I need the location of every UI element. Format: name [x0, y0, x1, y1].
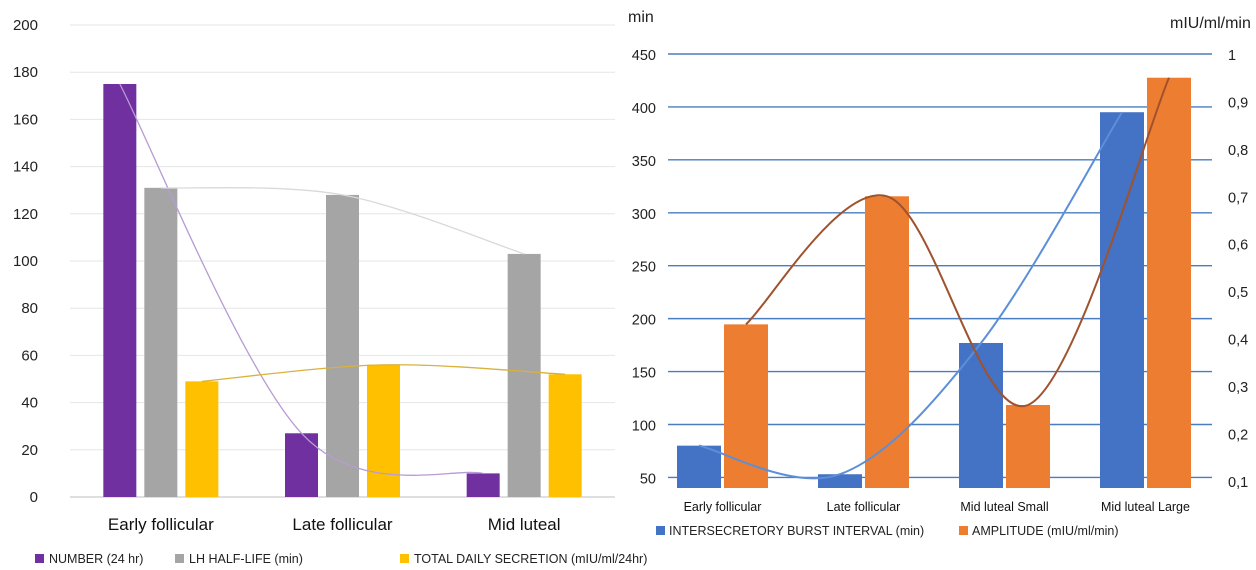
right-y2-axis-label: mIU/ml/min [1170, 15, 1251, 32]
right-category-label: Mid luteal Small [960, 500, 1048, 514]
right-legend-label: AMPLITUDE (mIU/ml/min) [972, 524, 1119, 538]
right-y2-tick: 1 [1228, 48, 1236, 64]
left-y-tick: 120 [13, 206, 38, 223]
left-y-tick: 180 [13, 64, 38, 81]
left-y-tick: 140 [13, 159, 38, 176]
left-bar [285, 433, 318, 497]
right-bar [724, 324, 768, 488]
right-y2-tick: 0,4 [1228, 333, 1248, 349]
right-bar [959, 342, 1003, 488]
left-y-tick: 80 [21, 300, 38, 317]
right-chart: 50 100 150 200 250 300 350 400 450 0,1 0,2 0,3 0,4 0,… [628, 9, 1251, 538]
left-bar [466, 473, 500, 497]
left-legend-label: NUMBER (24 hr) [49, 552, 143, 566]
left-bar [548, 374, 582, 497]
left-legend-label: TOTAL DAILY SECRETION (mIU/ml/24hr) [414, 552, 647, 566]
right-y2-tick: 0,1 [1228, 475, 1248, 491]
right-trendline [698, 111, 1123, 480]
left-bar [185, 381, 219, 497]
left-y-tick: 160 [13, 111, 38, 128]
right-y-tick: 200 [632, 313, 656, 329]
right-trendline [745, 77, 1170, 408]
left-legend-swatch [35, 554, 44, 563]
left-trendline [119, 83, 484, 476]
right-y2-tick: 0,3 [1228, 380, 1248, 396]
right-y2-tick: 0,7 [1228, 190, 1248, 206]
left-trendline [160, 187, 525, 255]
right-category-label: Mid luteal Large [1101, 500, 1190, 514]
right-bar [1006, 404, 1050, 488]
right-y-axis-label: min [628, 9, 654, 26]
left-category-label: Late follicular [292, 515, 393, 534]
left-bar [103, 84, 137, 497]
right-category-label: Early follicular [684, 500, 762, 514]
right-y2-tick: 0,6 [1228, 238, 1248, 254]
left-legend-swatch [175, 554, 184, 563]
right-bar [818, 474, 862, 488]
right-y-tick: 250 [632, 260, 656, 276]
right-category-label: Late follicular [827, 500, 901, 514]
right-bar [677, 445, 721, 488]
right-y2-tick: 0,8 [1228, 143, 1248, 159]
right-legend-label: INTERSECRETORY BURST INTERVAL (min) [669, 524, 924, 538]
right-bar [1147, 77, 1191, 488]
right-y-tick: 100 [632, 418, 656, 434]
left-bar [367, 364, 400, 497]
right-y-tick: 400 [632, 101, 656, 117]
right-legend-swatch [656, 526, 665, 535]
left-chart: 0 20 40 60 80 100 120 140 160 180 200 Early follicu… [13, 17, 647, 566]
left-category-label: Early follicular [108, 515, 214, 534]
right-y-tick: 350 [632, 154, 656, 170]
right-y-tick: 150 [632, 366, 656, 382]
right-y-tick: 450 [632, 48, 656, 64]
left-y-tick: 100 [13, 253, 38, 270]
left-y-tick: 20 [21, 442, 38, 459]
left-legend-swatch [400, 554, 409, 563]
left-bar [507, 253, 541, 497]
left-bar [144, 187, 178, 497]
left-trendline [201, 364, 566, 383]
right-y2-tick: 0,2 [1228, 427, 1248, 443]
right-bar [1100, 112, 1144, 488]
right-y-tick: 50 [640, 471, 656, 487]
left-category-label: Mid luteal [488, 515, 561, 534]
left-y-tick: 200 [13, 17, 38, 34]
right-legend-swatch [959, 526, 968, 535]
left-bar [326, 194, 359, 498]
left-y-tick: 60 [21, 347, 38, 364]
left-legend-label: LH HALF-LIFE (min) [189, 552, 303, 566]
left-y-tick: 0 [30, 489, 38, 506]
right-bar [865, 196, 909, 488]
left-y-tick: 40 [21, 395, 38, 412]
right-y2-tick: 0,5 [1228, 285, 1248, 301]
right-y2-tick: 0,9 [1228, 95, 1248, 111]
right-y-tick: 300 [632, 207, 656, 223]
